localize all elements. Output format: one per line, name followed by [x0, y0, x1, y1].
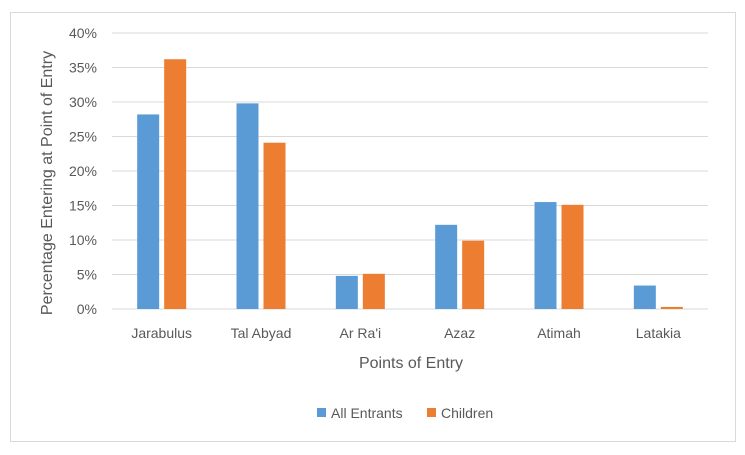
x-axis-title: Points of Entry — [359, 355, 463, 372]
y-axis-title: Percentage Entering at Point of Entry — [39, 51, 56, 315]
bar-all-entrants — [137, 114, 160, 309]
bar-all-entrants — [236, 103, 259, 309]
gridlines — [112, 32, 708, 310]
x-tick-label: Atimah — [537, 325, 581, 341]
bar-children — [561, 204, 584, 309]
x-tick-label: Latakia — [636, 325, 681, 341]
y-tick-label: 0% — [77, 301, 97, 317]
bar-all-entrants — [435, 224, 458, 309]
bars — [137, 59, 683, 309]
y-axis-tick-labels: 0% 5% 10% 15% 20% 25% 30% 35% 40% — [69, 25, 97, 317]
legend-label: All Entrants — [331, 405, 403, 421]
legend-swatch — [427, 408, 436, 417]
bar-children — [263, 142, 286, 309]
x-tick-label: Tal Abyad — [231, 325, 292, 341]
bar-all-entrants — [534, 202, 557, 309]
x-axis-tick-labels: Jarabulus Tal Abyad Ar Ra'i Azaz Atimah Latak… — [131, 325, 681, 341]
y-tick-label: 25% — [69, 129, 97, 145]
bar-all-entrants — [633, 285, 656, 309]
x-tick-label: Azaz — [444, 325, 475, 341]
legend: All Entrants Children — [317, 405, 493, 421]
bar-children — [164, 59, 187, 309]
legend-label: Children — [441, 405, 493, 421]
y-tick-label: 10% — [69, 232, 97, 248]
x-tick-label: Ar Ra'i — [340, 325, 382, 341]
bar-children — [660, 306, 683, 309]
y-tick-label: 35% — [69, 60, 97, 76]
y-tick-label: 15% — [69, 198, 97, 214]
bar-children — [362, 273, 385, 309]
chart-frame — [10, 12, 736, 442]
y-tick-label: 40% — [69, 25, 97, 41]
bar-all-entrants — [335, 275, 358, 309]
x-tick-label: Jarabulus — [131, 325, 192, 341]
legend-swatch — [317, 408, 326, 417]
bar-children — [462, 240, 485, 309]
y-tick-label: 20% — [69, 163, 97, 179]
y-tick-label: 5% — [77, 267, 97, 283]
y-tick-label: 30% — [69, 94, 97, 110]
